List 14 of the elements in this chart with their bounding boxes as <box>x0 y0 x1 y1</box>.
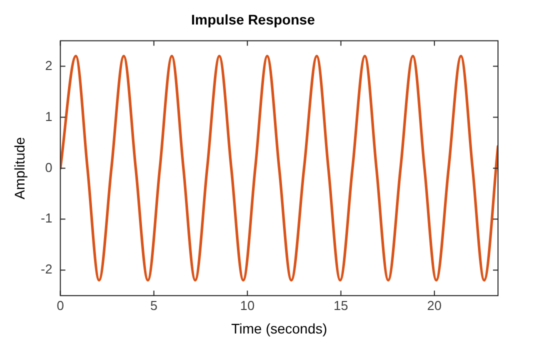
x-tick-label: 20 <box>427 298 442 313</box>
y-tick-label: -2 <box>40 262 52 277</box>
x-tick-label: 0 <box>56 298 64 313</box>
x-tick-label: 5 <box>150 298 158 313</box>
x-tick-label: 10 <box>240 298 255 313</box>
y-tick-label: 0 <box>45 160 52 175</box>
y-tick-label: 2 <box>45 58 52 73</box>
x-axis-title: Time (seconds) <box>231 320 328 336</box>
line-series <box>60 54 498 282</box>
x-tick-label: 15 <box>334 298 348 313</box>
y-tick-label: -1 <box>40 210 52 226</box>
y-axis-title: Amplitude <box>11 136 28 200</box>
y-tick-label: 1 <box>45 108 52 124</box>
chart-title: Impulse Response <box>191 11 316 28</box>
